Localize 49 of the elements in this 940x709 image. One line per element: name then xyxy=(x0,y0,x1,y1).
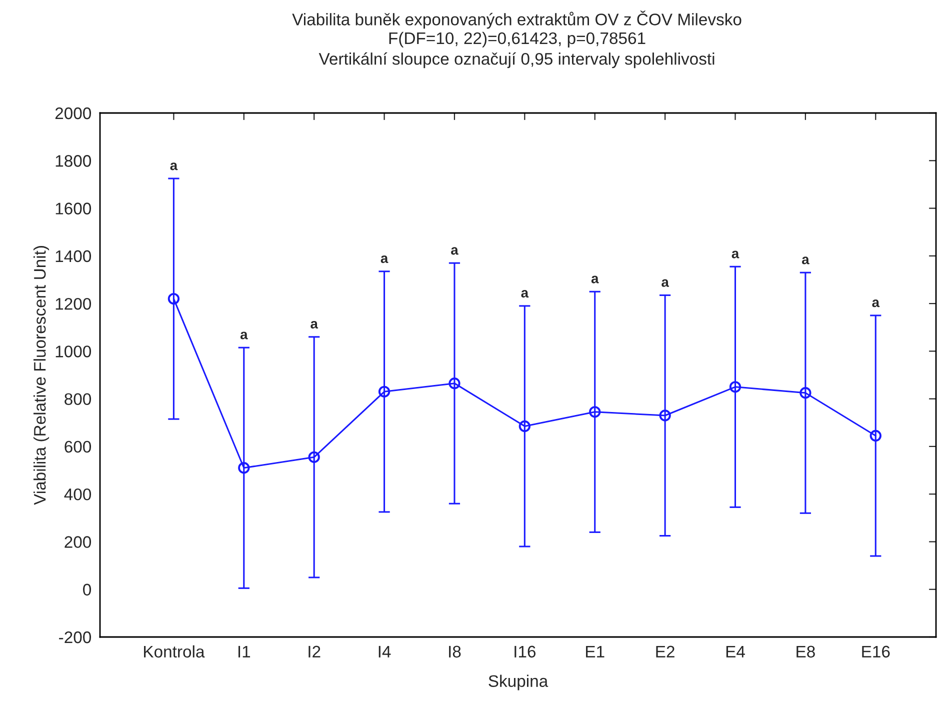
chart-subtitle: F(DF=10, 22)=0,61423, p=0,78561 Vertikální sloupce označují 0,95 intervaly spolehlivosti xyxy=(318,32,714,68)
x-tick-label: E4 xyxy=(726,646,745,658)
point xyxy=(870,430,882,442)
chart-title: Viabilita buněk exponovaných extraktům OV z ČOV Milevsko xyxy=(292,10,742,29)
annotation: a xyxy=(521,290,529,298)
x-tick-label: I1 xyxy=(238,646,250,658)
y-tick-label: 1400 xyxy=(56,250,92,262)
y-tick-label: 800 xyxy=(64,393,92,406)
y-tick-label: 1600 xyxy=(56,202,92,214)
y-tick-label: 600 xyxy=(64,440,92,453)
annotation: a xyxy=(170,162,178,170)
point xyxy=(238,462,250,474)
point xyxy=(800,387,812,399)
x-tick-label: E2 xyxy=(656,646,674,658)
annotation: a xyxy=(872,300,880,308)
y-tick-label: -200 xyxy=(59,631,92,644)
x-tick-label: E16 xyxy=(862,646,890,658)
x-tick-label: E1 xyxy=(586,646,604,658)
annotation: a xyxy=(732,250,740,258)
annotation: a xyxy=(240,332,248,340)
y-tick-label: 1800 xyxy=(56,155,92,167)
point xyxy=(729,381,742,393)
x-tick-label: I16 xyxy=(514,646,536,658)
annotation: a xyxy=(591,276,599,284)
annotation: a xyxy=(451,247,458,255)
point xyxy=(589,406,601,418)
x-tick-label: E8 xyxy=(796,646,815,658)
point xyxy=(518,420,531,432)
y-tick-label: 1000 xyxy=(56,346,92,358)
point xyxy=(659,410,671,422)
annotation: a xyxy=(380,255,388,264)
x-tick-label: I8 xyxy=(449,646,461,658)
x-tick-label: I4 xyxy=(378,646,391,658)
x-tick-label: I2 xyxy=(308,646,320,658)
y-tick-label: 0 xyxy=(83,584,92,596)
annotation: a xyxy=(662,279,670,287)
point xyxy=(448,378,460,390)
x-axis-title: Skupina xyxy=(488,674,548,690)
y-tick-label: 1200 xyxy=(56,298,92,310)
annotation: a xyxy=(802,256,810,264)
point xyxy=(168,292,180,305)
point xyxy=(378,386,390,398)
y-tick-label: 2000 xyxy=(55,107,92,120)
y-axis-title: Viabilita (Relative Fluorescent Unit) xyxy=(34,246,50,505)
point xyxy=(308,451,320,464)
y-tick-label: 200 xyxy=(64,536,92,548)
annotation: a xyxy=(310,320,318,329)
x-tick-label: Kontrola xyxy=(144,645,205,658)
y-tick-label: 400 xyxy=(64,488,92,500)
